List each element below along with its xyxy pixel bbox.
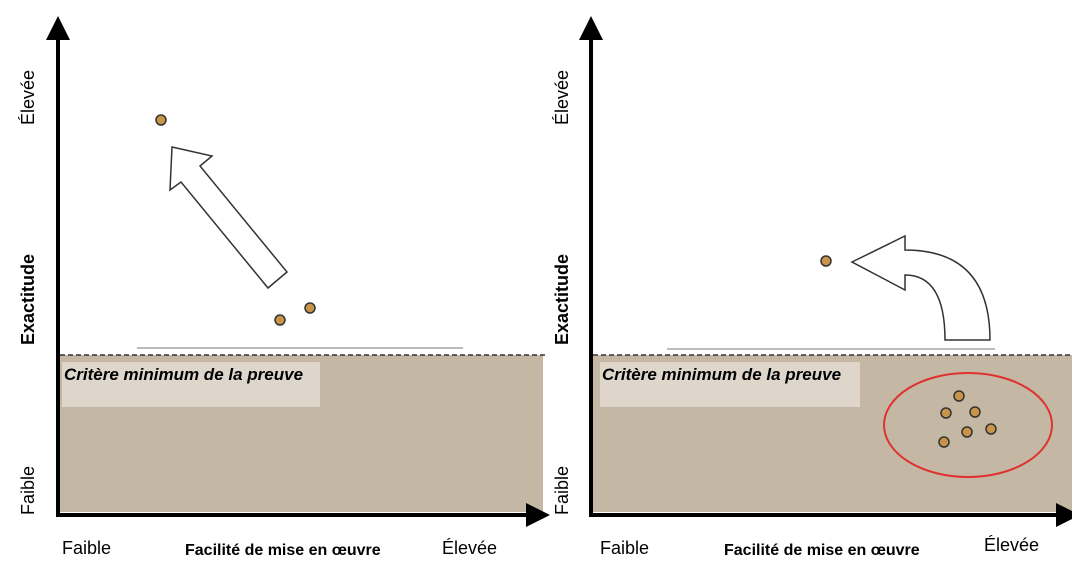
- threshold-label: Critère minimum de la preuve: [64, 365, 304, 384]
- point: [304, 302, 316, 314]
- x-low-label: Faible: [62, 538, 112, 558]
- threshold-label-box: [62, 362, 320, 407]
- y-low-label: Faible: [552, 465, 572, 515]
- point: [940, 407, 952, 419]
- threshold-label-box: [600, 362, 860, 407]
- x-high-label: Élevée: [442, 538, 498, 558]
- arrow: [169, 146, 289, 290]
- point: [985, 423, 997, 435]
- y-high-label: Élevée: [552, 69, 572, 125]
- x-high-label: Élevée: [984, 535, 1040, 555]
- point: [820, 255, 832, 267]
- point: [155, 114, 167, 126]
- y-axis-title: Exactitude: [552, 253, 572, 345]
- cluster-ellipse: [883, 372, 1053, 478]
- y-high-label: Élevée: [18, 69, 38, 125]
- point: [961, 426, 973, 438]
- point: [969, 406, 981, 418]
- point: [953, 390, 965, 402]
- curved-arrow: [850, 234, 991, 341]
- y-axis-title: Exactitude: [18, 253, 38, 345]
- x-low-label: Faible: [600, 538, 650, 558]
- x-axis-title: Facilité de mise en œuvre: [185, 542, 381, 559]
- x-axis-title: Facilité de mise en œuvre: [724, 542, 920, 559]
- point: [274, 314, 286, 326]
- point: [938, 436, 950, 448]
- threshold-label: Critère minimum de la preuve: [602, 365, 842, 384]
- y-low-label: Faible: [18, 465, 38, 515]
